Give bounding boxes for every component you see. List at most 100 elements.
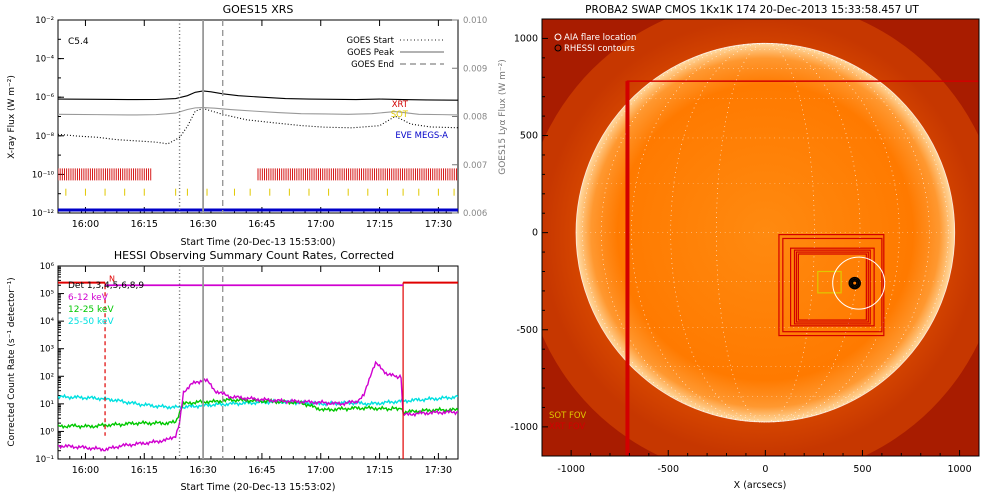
goes-y-tick-label: 10⁻⁸ [35, 132, 54, 142]
hessi-series-line-0 [58, 360, 458, 453]
goes-x-tick-label: 17:00 [307, 219, 334, 230]
hessi-legend-label: 12-25 keV [68, 305, 114, 315]
swap-x-tick-label: 0 [762, 464, 768, 475]
hessi-legend: 6-12 keV 12-25 keV 25-50 keV [68, 293, 114, 327]
goes-y-axis-label: X-ray Flux (W m⁻²) [7, 75, 17, 159]
goes-coverage-bars [58, 168, 458, 212]
swap-x-tick-label: -500 [657, 464, 679, 475]
hessi-legend-label: 25-50 keV [68, 317, 114, 327]
longitude-line [716, 42, 815, 423]
xrt-fov-box [797, 253, 867, 321]
hessi-x-tick-label: 16:45 [248, 465, 275, 476]
xrt-fov-box [782, 237, 883, 333]
longitude-line [631, 42, 900, 423]
hessi-y-axis-label: Corrected Count Rate (s⁻¹ detector⁻¹) [7, 277, 17, 446]
goes-y2-tick-label: 0.008 [463, 113, 487, 123]
hessi-y-tick-label: 10⁴ [40, 317, 55, 327]
goes-y2-tick-label: 0.007 [463, 161, 487, 171]
xrt-fov-box [795, 251, 869, 323]
goes-legend-label: GOES Peak [347, 48, 394, 58]
sot-fov-box [817, 270, 842, 294]
goes-x-axis-label: Start Time (20-Dec-13 15:53:00) [180, 237, 335, 248]
hessi-y-tick-label: 10³ [40, 345, 54, 355]
hessi-event-markers: N [58, 266, 458, 459]
fov-overlays [625, 80, 979, 456]
goes-y2-tick-label: 0.006 [463, 209, 487, 219]
hessi-x-tick-label: 16:15 [131, 465, 158, 476]
goes-y-tick-label: 10⁻¹² [32, 209, 54, 219]
goes-xrs-panel: GOES15 XRS 16:00 16:15 16:30 16:45 17:00 17:1… [7, 3, 508, 248]
goes-y-tick-label: 10⁻¹⁰ [32, 170, 55, 180]
goes-x-tick-label: 17:15 [366, 219, 393, 230]
goes-x-tick-label: 16:45 [248, 219, 275, 230]
swap-legend-symbol [554, 44, 562, 52]
hessi-y-tick-label: 10⁻¹ [35, 455, 54, 465]
swap-legend-label: AIA flare location [564, 33, 636, 43]
swap-y-tick-label: 1000 [514, 33, 538, 44]
hessi-series-lines [58, 360, 458, 453]
goes-flare-class: C5.4 [68, 37, 89, 47]
goes-legend-label: GOES Start [346, 36, 394, 46]
swap-y-tick-label: -500 [516, 325, 538, 336]
goes-x-tick-label: 16:30 [189, 219, 216, 230]
goes-y2-tick-label: 0.010 [463, 16, 487, 26]
hessi-x-tick-label: 17:30 [425, 465, 452, 476]
goes-y2-tick-label: 0.009 [463, 64, 487, 74]
swap-x-tick-label: 1000 [947, 464, 971, 475]
heliographic-grid [575, 42, 955, 423]
solar-disk [575, 43, 955, 423]
goes-series-line-0 [58, 90, 458, 101]
goes-x-tick-label: 17:30 [425, 219, 452, 230]
xrt-fov-edge [625, 81, 630, 456]
hessi-legend-label: 6-12 keV [68, 293, 109, 303]
swap-image-frame [541, 18, 980, 457]
hessi-plot-frame [57, 265, 459, 460]
hessi-x-tick-label: 17:00 [307, 465, 334, 476]
sot-coverage-label: SOT [391, 110, 409, 120]
swap-image-title: PROBA2 SWAP CMOS 1Kx1K 174 20-Dec-2013 1… [585, 4, 919, 16]
swap-x-tick-label: 500 [853, 464, 871, 475]
hessi-y-tick-label: 10⁰ [40, 427, 55, 437]
goes-series-line-1 [58, 107, 458, 116]
swap-x-axis-label: X (arcsecs) [734, 480, 787, 491]
goes-x-tick-label: 16:00 [72, 219, 99, 230]
hessi-chart-title: HESSI Observing Summary Count Rates, Cor… [114, 249, 394, 262]
goes-marker-legend: GOES Start GOES Peak GOES End [346, 36, 444, 70]
xrt-fov-box [778, 233, 885, 337]
hessi-panel: HESSI Observing Summary Count Rates, Cor… [7, 249, 459, 493]
goes-chart-title: GOES15 XRS [223, 3, 294, 16]
goes-legend-label: GOES End [351, 60, 394, 70]
eve-coverage-label: EVE MEGS-A [395, 131, 448, 141]
goes-x-tick-label: 16:15 [131, 219, 158, 230]
hessi-detector-label: Det 1,3,4,5,6,8,9 [68, 281, 144, 291]
solar-limb-line [575, 42, 956, 423]
swap-fov-label: SOT FOV [549, 411, 586, 421]
swap-y-tick-label: 0 [532, 228, 538, 239]
xrt-fov-box [793, 249, 871, 325]
longitude-line [601, 42, 930, 423]
goes-axis-ticks: 16:00 16:15 16:30 16:45 17:00 17:15 17:30 10⁻¹²… [32, 16, 487, 230]
swap-y-tick-label: -1000 [510, 422, 538, 433]
hessi-y-tick-label: 10⁵ [40, 290, 54, 300]
xrt-fov-box [790, 247, 875, 327]
hessi-x-tick-label: 16:30 [189, 465, 216, 476]
longitude-line [670, 42, 861, 423]
hessi-x-axis-label: Start Time (20-Dec-13 15:53:02) [180, 482, 335, 493]
goes-y-tick-label: 10⁻⁴ [35, 55, 54, 65]
hessi-flag-label: N [109, 274, 115, 283]
hessi-x-tick-label: 16:00 [72, 465, 99, 476]
aia-flare-location-marker [832, 256, 886, 310]
goes-series-lines [58, 90, 458, 145]
swap-legend-label: RHESSI contours [564, 44, 635, 54]
goes-y-tick-label: 10⁻⁶ [35, 93, 54, 103]
swap-fov-label: XRT FOV [549, 422, 585, 432]
xrt-coverage-label: XRT [392, 100, 409, 110]
goes-event-markers [178, 20, 224, 213]
goes-y2-axis-label: GOES15 Lyα Flux (W m⁻²) [498, 59, 508, 175]
swap-x-tick-label: -1000 [557, 464, 585, 475]
swap-image-panel: PROBA2 SWAP CMOS 1Kx1K 174 20-Dec-2013 1… [510, 4, 980, 491]
